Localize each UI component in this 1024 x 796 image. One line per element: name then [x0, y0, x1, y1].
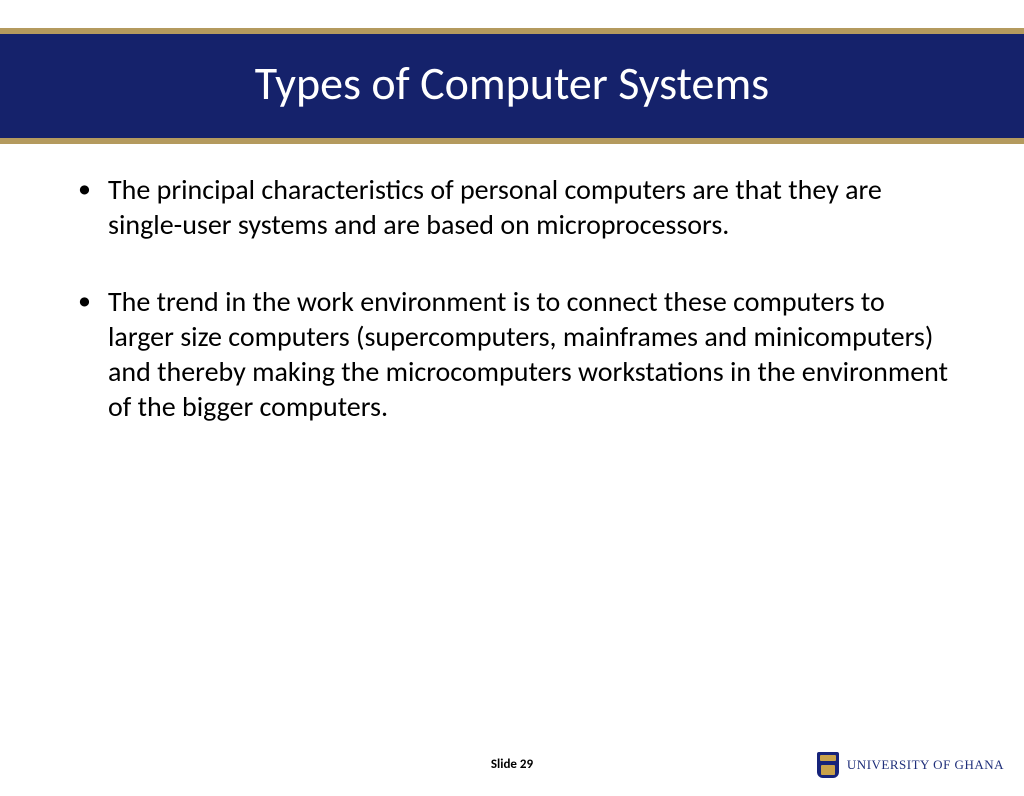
slide-content: The principal characteristics of persona…: [0, 144, 1024, 424]
title-bar: Types of Computer Systems: [0, 28, 1024, 144]
bullet-item: The trend in the work environment is to …: [72, 284, 952, 424]
bullet-list: The principal characteristics of persona…: [72, 172, 952, 424]
slide-number: Slide 29: [491, 757, 533, 772]
institution-name: UNIVERSITY OF GHANA: [847, 757, 1004, 773]
institution-logo: UNIVERSITY OF GHANA: [817, 752, 1004, 778]
crest-icon: [817, 752, 839, 778]
slide-title: Types of Computer Systems: [0, 56, 1024, 112]
slide-footer: Slide 29 UNIVERSITY OF GHANA: [0, 738, 1024, 778]
bullet-item: The principal characteristics of persona…: [72, 172, 952, 242]
